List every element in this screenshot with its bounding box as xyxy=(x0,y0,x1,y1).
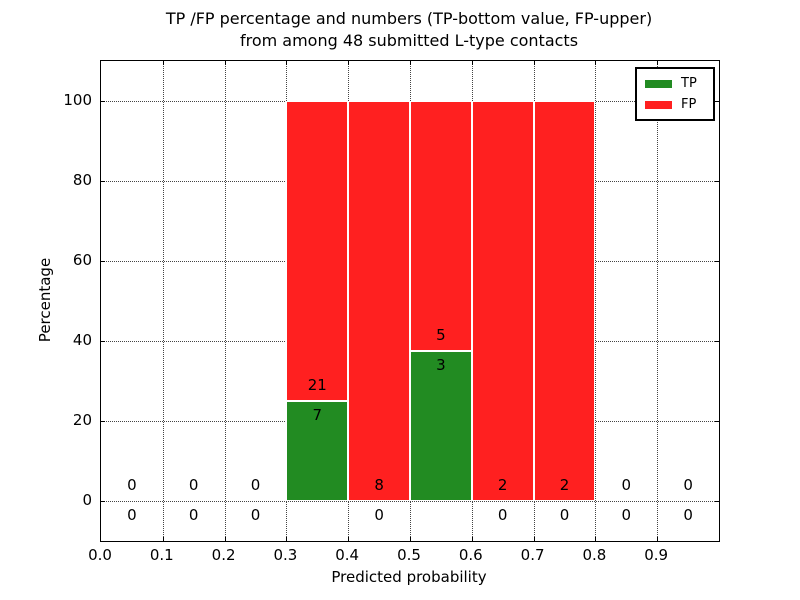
v-gridline-0.1 xyxy=(162,61,164,541)
x-tick-bottom-0.6 xyxy=(471,537,473,541)
y-tick-left-20 xyxy=(101,421,105,422)
y-tick-right-0 xyxy=(715,501,719,502)
y-tick-label-60: 60 xyxy=(72,251,92,269)
fp-count-0: 0 xyxy=(127,476,137,494)
x-tick-bottom-0.5 xyxy=(410,537,411,541)
y-tick-right-100 xyxy=(715,101,719,102)
fp-count-0.4: 8 xyxy=(374,476,384,494)
legend-label-fp: FP xyxy=(681,97,697,112)
bar-tp-0.3 xyxy=(286,401,349,501)
v-gridline-0.9 xyxy=(657,61,659,541)
bar-fp-0.7 xyxy=(533,101,596,501)
tp-count-0.9: 0 xyxy=(683,506,693,524)
y-tick-left-60 xyxy=(101,261,105,262)
y-tick-left-80 xyxy=(101,181,105,182)
tp-count-0.1: 0 xyxy=(188,506,199,524)
bar-fp-0.5 xyxy=(410,101,472,351)
v-gridline-0.8 xyxy=(595,61,597,541)
chart-title-line1: TP /FP percentage and numbers (TP-bottom… xyxy=(165,9,653,28)
tp-count-0.5: 3 xyxy=(436,356,446,374)
tp-count-0.7: 0 xyxy=(559,506,570,524)
y-tick-label-20: 20 xyxy=(72,411,92,429)
x-tick-bottom-0.7 xyxy=(533,537,535,541)
x-tick-bottom-0.4 xyxy=(348,537,350,541)
x-tick-bottom-0.9 xyxy=(657,537,659,541)
x-tick-bottom-0.3 xyxy=(286,537,288,541)
y-tick-label-80: 80 xyxy=(72,171,92,189)
tp-count-0.6: 0 xyxy=(497,506,508,524)
x-tick-bottom-0.1 xyxy=(162,537,164,541)
x-tick-top-0.6 xyxy=(471,61,473,65)
y-tick-label-100: 100 xyxy=(63,91,92,109)
y-tick-right-40 xyxy=(715,341,719,342)
y-tick-left-0 xyxy=(101,501,105,502)
bar-fp-0.6 xyxy=(471,101,534,501)
x-tick-top-0.5 xyxy=(410,61,411,65)
bar-fp-0.4 xyxy=(348,101,410,501)
fp-count-0.5: 5 xyxy=(436,326,446,344)
x-tick-label-0.9: 0.9 xyxy=(644,546,669,564)
x-axis-label: Predicted probability xyxy=(331,568,487,586)
fp-color-swatch xyxy=(645,100,672,109)
x-tick-top-0.3 xyxy=(286,61,288,65)
legend-item-fp: FP xyxy=(645,94,707,115)
x-tick-top-0.4 xyxy=(348,61,350,65)
x-tick-label-0.3: 0.3 xyxy=(273,546,298,564)
tp-count-0: 0 xyxy=(127,506,137,524)
x-tick-label-0.8: 0.8 xyxy=(582,546,607,564)
x-tick-label-0.4: 0.4 xyxy=(335,546,360,564)
tp-color-swatch xyxy=(645,79,672,88)
fp-count-0.3: 21 xyxy=(307,376,327,394)
x-tick-label-0.0: 0.0 xyxy=(88,546,112,564)
tp-count-0.8: 0 xyxy=(621,506,632,524)
v-gridline-0.2 xyxy=(224,61,226,541)
y-tick-right-80 xyxy=(715,181,719,182)
y-tick-left-40 xyxy=(101,341,105,342)
legend-label-tp: TP xyxy=(681,76,697,91)
x-tick-bottom-0.8 xyxy=(595,537,597,541)
fp-count-0.6: 2 xyxy=(497,476,508,494)
plot-area: 0 0 0 0 0 0 21 7 8 0 5 3 2 0 2 0 0 0 0 0 TP FP xyxy=(100,60,720,542)
x-tick-bottom-0.2 xyxy=(224,537,226,541)
chart-title: TP /FP percentage and numbers (TP-bottom… xyxy=(100,8,718,52)
fp-count-0.8: 0 xyxy=(621,476,632,494)
y-tick-left-100 xyxy=(101,101,105,102)
fp-count-0.1: 0 xyxy=(188,476,199,494)
fp-count-0.7: 2 xyxy=(559,476,570,494)
y-tick-label-0: 0 xyxy=(82,491,92,509)
tp-count-0.4: 0 xyxy=(374,506,384,524)
tp-count-0.2: 0 xyxy=(250,506,261,524)
chart-title-line2: from among 48 submitted L-type contacts xyxy=(239,31,579,50)
bar-fp-0.3 xyxy=(286,101,349,401)
x-tick-label-0.1: 0.1 xyxy=(149,546,174,564)
x-tick-top-0.8 xyxy=(595,61,597,65)
x-tick-label-0.6: 0.6 xyxy=(458,546,483,564)
x-tick-top-0.7 xyxy=(533,61,535,65)
x-tick-top-0.9 xyxy=(657,61,659,65)
y-tick-right-60 xyxy=(715,261,719,262)
legend-item-tp: TP xyxy=(645,73,707,94)
tp-count-0.3: 7 xyxy=(312,406,323,424)
y-axis-label: Percentage xyxy=(36,257,54,343)
y-tick-right-20 xyxy=(715,421,719,422)
y-tick-label-40: 40 xyxy=(72,331,92,349)
x-tick-top-0.1 xyxy=(162,61,164,65)
x-tick-label-0.5: 0.5 xyxy=(397,546,421,564)
legend: TP FP xyxy=(635,67,715,121)
x-tick-label-0.2: 0.2 xyxy=(211,546,236,564)
bar-tp-0.5 xyxy=(410,351,472,501)
fp-count-0.9: 0 xyxy=(683,476,693,494)
x-tick-top-0.2 xyxy=(224,61,226,65)
x-tick-label-0.7: 0.7 xyxy=(520,546,545,564)
fp-count-0.2: 0 xyxy=(250,476,261,494)
